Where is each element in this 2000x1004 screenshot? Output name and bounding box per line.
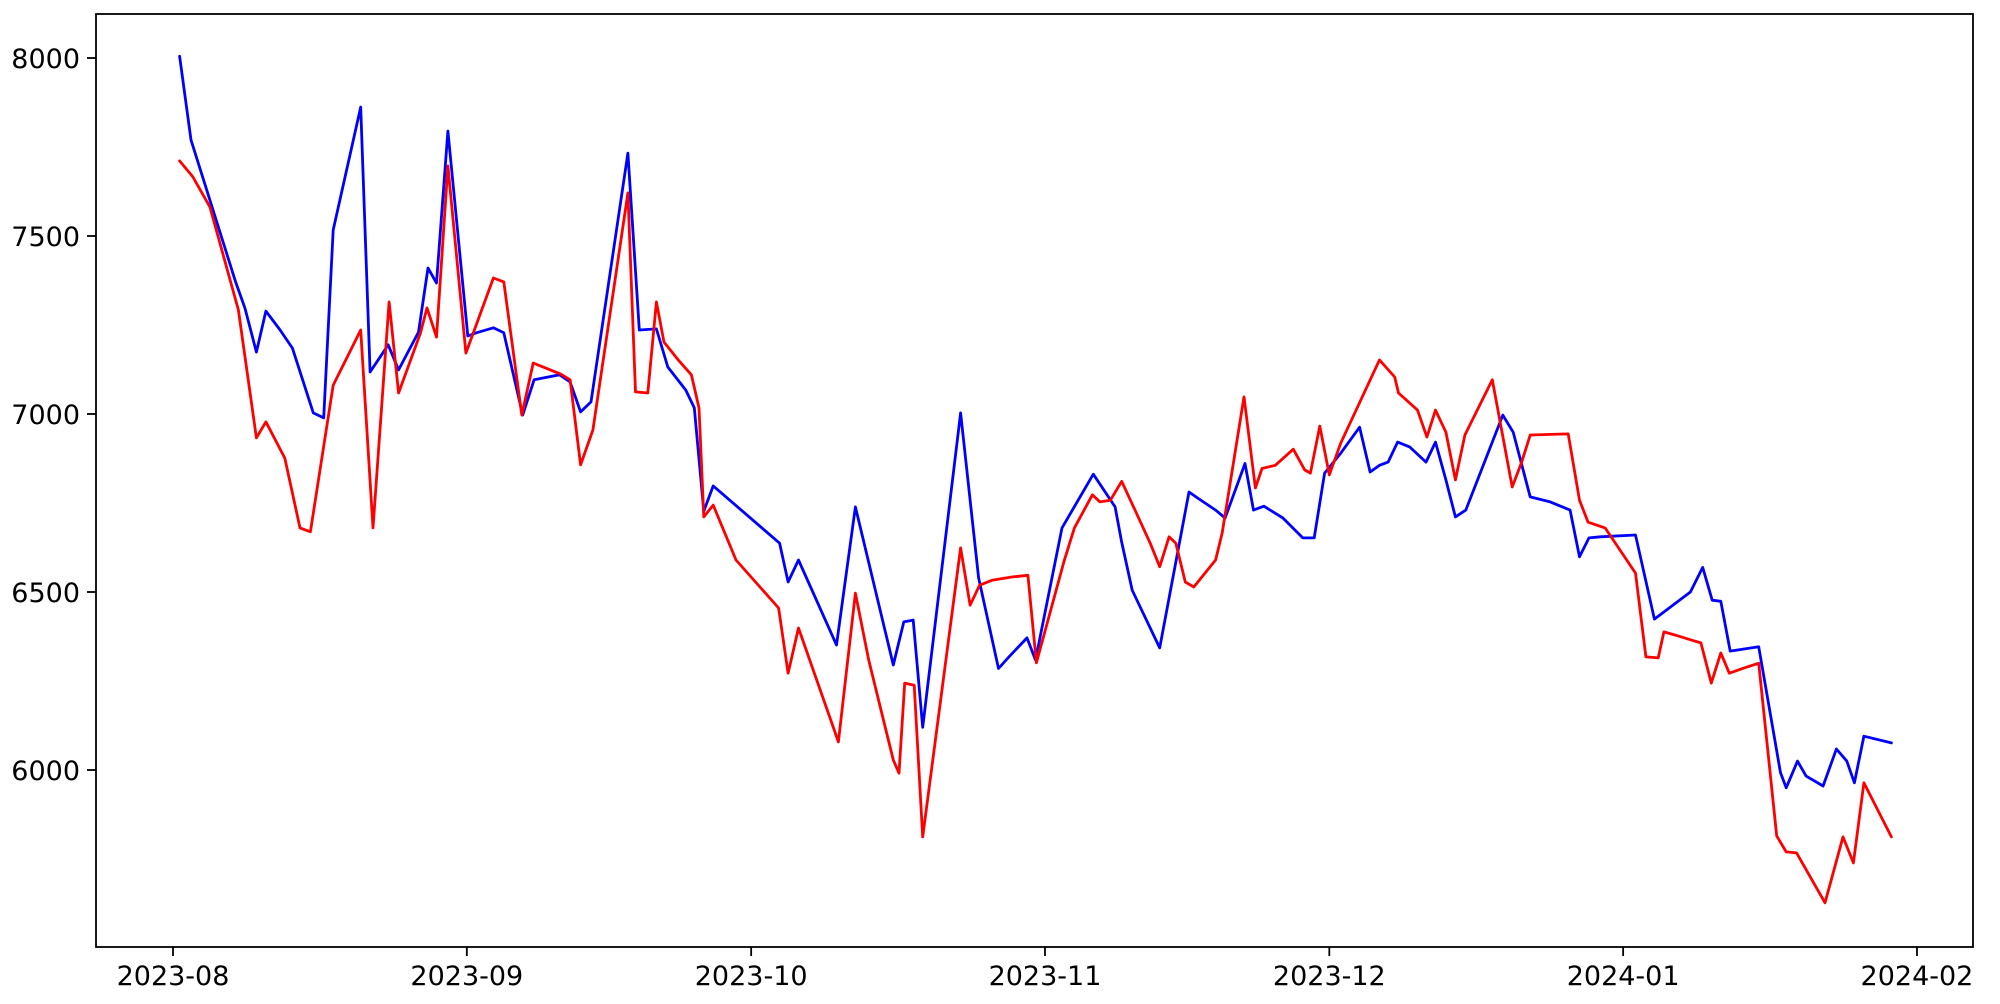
y-tick-label: 7500 bbox=[11, 222, 80, 253]
x-axis-ticks: 2023-08 2023-09 2023-10 2023-11 2023-12 2024-… bbox=[117, 947, 1974, 992]
x-tick-label: 2023-12 bbox=[1273, 961, 1386, 992]
series-line-red bbox=[178, 159, 1893, 905]
x-tick-label: 2023-09 bbox=[410, 961, 523, 992]
y-tick-label: 6500 bbox=[11, 578, 80, 609]
y-axis-ticks: 8000 7500 7000 6500 6000 bbox=[11, 44, 96, 787]
y-tick-label: 8000 bbox=[11, 44, 80, 75]
y-tick-label: 6000 bbox=[11, 756, 80, 787]
x-tick-label: 2023-11 bbox=[989, 961, 1102, 992]
x-tick-label: 2023-10 bbox=[695, 961, 808, 992]
x-tick-label: 2023-08 bbox=[117, 961, 230, 992]
y-tick-label: 7000 bbox=[11, 400, 80, 431]
plot-area bbox=[95, 13, 1974, 948]
x-tick-label: 2024-02 bbox=[1861, 961, 1974, 992]
x-tick-label: 2024-01 bbox=[1567, 961, 1680, 992]
series-lines bbox=[178, 54, 1893, 905]
